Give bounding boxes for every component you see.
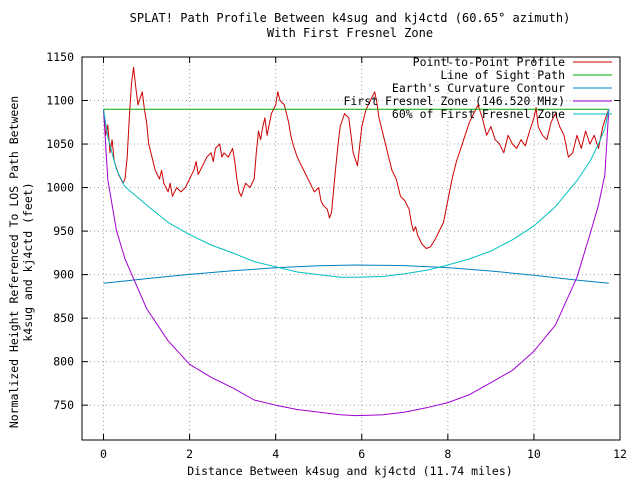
x-axis-label: Distance Between k4sug and kj4ctd (11.74… [187, 464, 512, 478]
legend-label-earth-curvature: Earth's Curvature Contour [392, 81, 565, 95]
y-tick-label: 1050 [46, 137, 74, 151]
x-tick-label: 12 [613, 447, 627, 461]
legend-label-line-of-sight: Line of Sight Path [440, 68, 565, 82]
y-tick-label: 850 [53, 311, 74, 325]
x-tick-label: 10 [527, 447, 541, 461]
x-tick-label: 2 [186, 447, 193, 461]
y-tick-label: 750 [53, 398, 74, 412]
y-axis-label-line1: Normalized Height Referenced To LOS Path… [7, 96, 21, 428]
y-tick-label: 900 [53, 268, 74, 282]
axis-ticks: 750 800 850 900 950 1000 1050 1100 1150 0 2 4 6 8 10 12 [46, 50, 627, 461]
x-tick-label: 8 [444, 447, 451, 461]
legend-label-fresnel-zone: First Fresnel Zone (146.520 MHz) [343, 94, 565, 108]
y-tick-label: 800 [53, 355, 74, 369]
y-tick-label: 1000 [46, 181, 74, 195]
series-lines [103, 66, 610, 417]
y-tick-label: 950 [53, 224, 74, 238]
x-tick-label: 4 [272, 447, 279, 461]
legend-label-fresnel-60pct: 60% of First Fresnel Zone [392, 107, 565, 121]
y-tick-label: 1150 [46, 50, 74, 64]
x-tick-label: 6 [358, 447, 365, 461]
y-tick-label: 1100 [46, 94, 74, 108]
series-earth-curvature-line [103, 264, 609, 284]
x-tick-label: 0 [100, 447, 107, 461]
series-fresnel-zone-line [103, 109, 610, 417]
chart-title: SPLAT! Path Profile Between k4sug and kj… [130, 11, 571, 25]
y-axis-label-line2: k4sug and kj4ctd (feet) [21, 182, 35, 341]
chart-subtitle: With First Fresnel Zone [267, 26, 433, 40]
plot-frame [81, 56, 621, 441]
series-fresnel-60pct-line [103, 109, 610, 278]
legend-label-profile: Point-to-Point Profile [413, 55, 565, 69]
series-profile-line [103, 66, 610, 249]
